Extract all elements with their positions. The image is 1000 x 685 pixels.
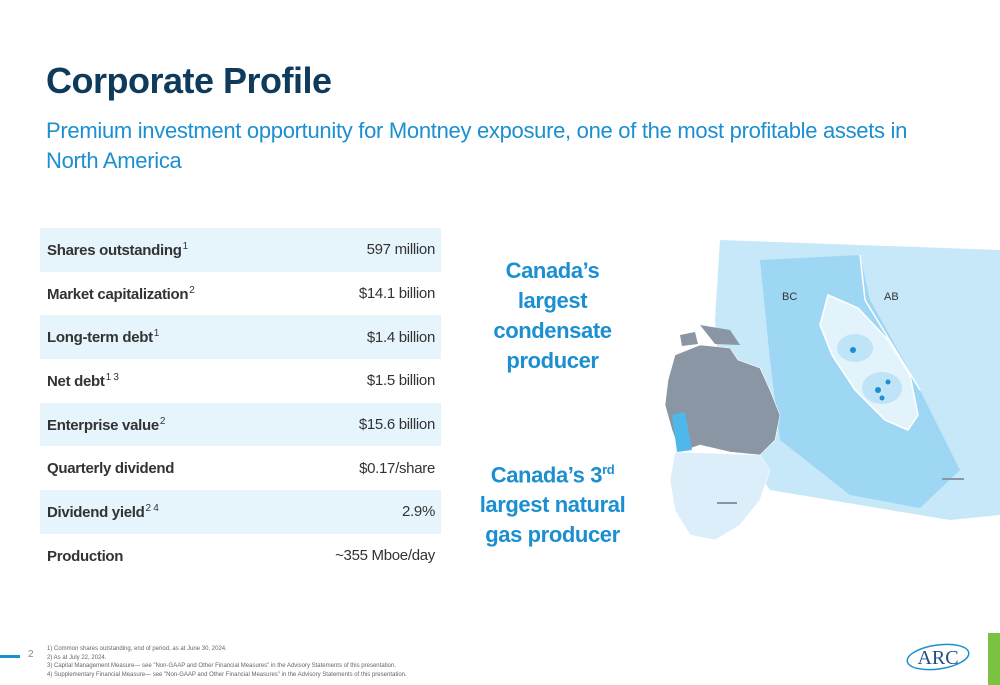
footnote: 1) Common shares outstanding, end of per…: [47, 646, 227, 652]
row-label: Market capitalization2: [47, 284, 195, 303]
scale-bar: [717, 502, 737, 504]
footnote-ref: 2: [159, 415, 166, 427]
table-row: Market capitalization2 $14.1 billion: [40, 272, 441, 316]
row-value: $0.17/share: [359, 459, 435, 477]
table-row: Dividend yield2 4 2.9%: [40, 490, 441, 534]
row-label: Dividend yield2 4: [47, 502, 159, 521]
usa-shape: [669, 451, 771, 541]
logo-swoosh: [906, 643, 970, 671]
profile-table: Shares outstanding1 597 million Market c…: [40, 228, 441, 578]
row-value: 2.9%: [402, 503, 435, 521]
footnote: 2) As at July 22, 2024.: [47, 654, 107, 661]
page-accent-bar: [0, 655, 20, 658]
map-label-ab: AB: [884, 291, 899, 303]
asset-marker: [885, 379, 891, 385]
arc-logo: ARC: [906, 643, 970, 671]
row-label: Production: [47, 547, 124, 565]
bc-highlight: [672, 412, 692, 452]
page-title: Corporate Profile: [46, 60, 332, 101]
ordinal-suffix: rd: [602, 462, 615, 477]
row-value: 597 million: [366, 241, 436, 259]
row-value: $14.1 billion: [358, 285, 435, 303]
footnote-ref: 2: [189, 284, 195, 296]
row-label: Long-term debt1: [47, 328, 160, 347]
row-label: Quarterly dividend: [47, 460, 175, 478]
footnotes: 1) Common shares outstanding, end of per…: [47, 645, 407, 679]
row-label: Enterprise value2: [47, 415, 166, 434]
page-number: 2: [28, 649, 34, 660]
row-value: $15.6 billion: [358, 416, 435, 434]
row-label: Shares outstanding1: [47, 240, 189, 259]
map-label-bc: BC: [782, 291, 797, 303]
table-row: Shares outstanding1 597 million: [40, 228, 441, 272]
montney-map: BC AB: [664, 240, 1000, 541]
brand-green-bar: [988, 633, 1000, 685]
footnote-ref: 1 3: [105, 371, 119, 383]
asset-marker: [850, 347, 856, 353]
asset-marker: [875, 387, 881, 393]
footnote-ref: 2 4: [145, 502, 159, 514]
table-row: Net debt1 3 $1.5 billion: [40, 359, 441, 403]
callout-natural-gas: Canada’s 3rd largest natural gas produce…: [479, 462, 626, 548]
table-row: Enterprise value2 $15.6 billion: [40, 402, 441, 447]
row-value: $1.5 billion: [366, 372, 435, 390]
callout-condensate: Canada’s largest condensate producer: [493, 258, 612, 373]
row-value: ~355 Mboe/day: [335, 547, 435, 565]
scale-bar: [942, 478, 964, 480]
canada-shape: [664, 344, 781, 456]
logo-text: ARC: [917, 647, 958, 669]
bc-ab-border: [859, 254, 921, 391]
footnote-ref: 1: [182, 240, 189, 252]
canada-arctic-islands: [680, 325, 740, 346]
asset-marker: [879, 395, 885, 401]
footnote: 4) Supplementary Financial Measure— see …: [47, 671, 407, 678]
table-row: Production ~355 Mboe/day: [40, 534, 441, 578]
footnote-ref: 1: [153, 328, 160, 340]
page-subtitle: Premium investment opportunity for Montn…: [46, 118, 908, 173]
table-row: Quarterly dividend $0.17/share: [40, 446, 441, 490]
footnote: 3) Capital Management Measure— see "Non-…: [47, 663, 396, 669]
table-row: Long-term debt1 $1.4 billion: [40, 315, 441, 360]
row-label: Net debt1 3: [47, 371, 119, 390]
asset-area: [862, 372, 902, 404]
row-value: $1.4 billion: [366, 328, 435, 346]
